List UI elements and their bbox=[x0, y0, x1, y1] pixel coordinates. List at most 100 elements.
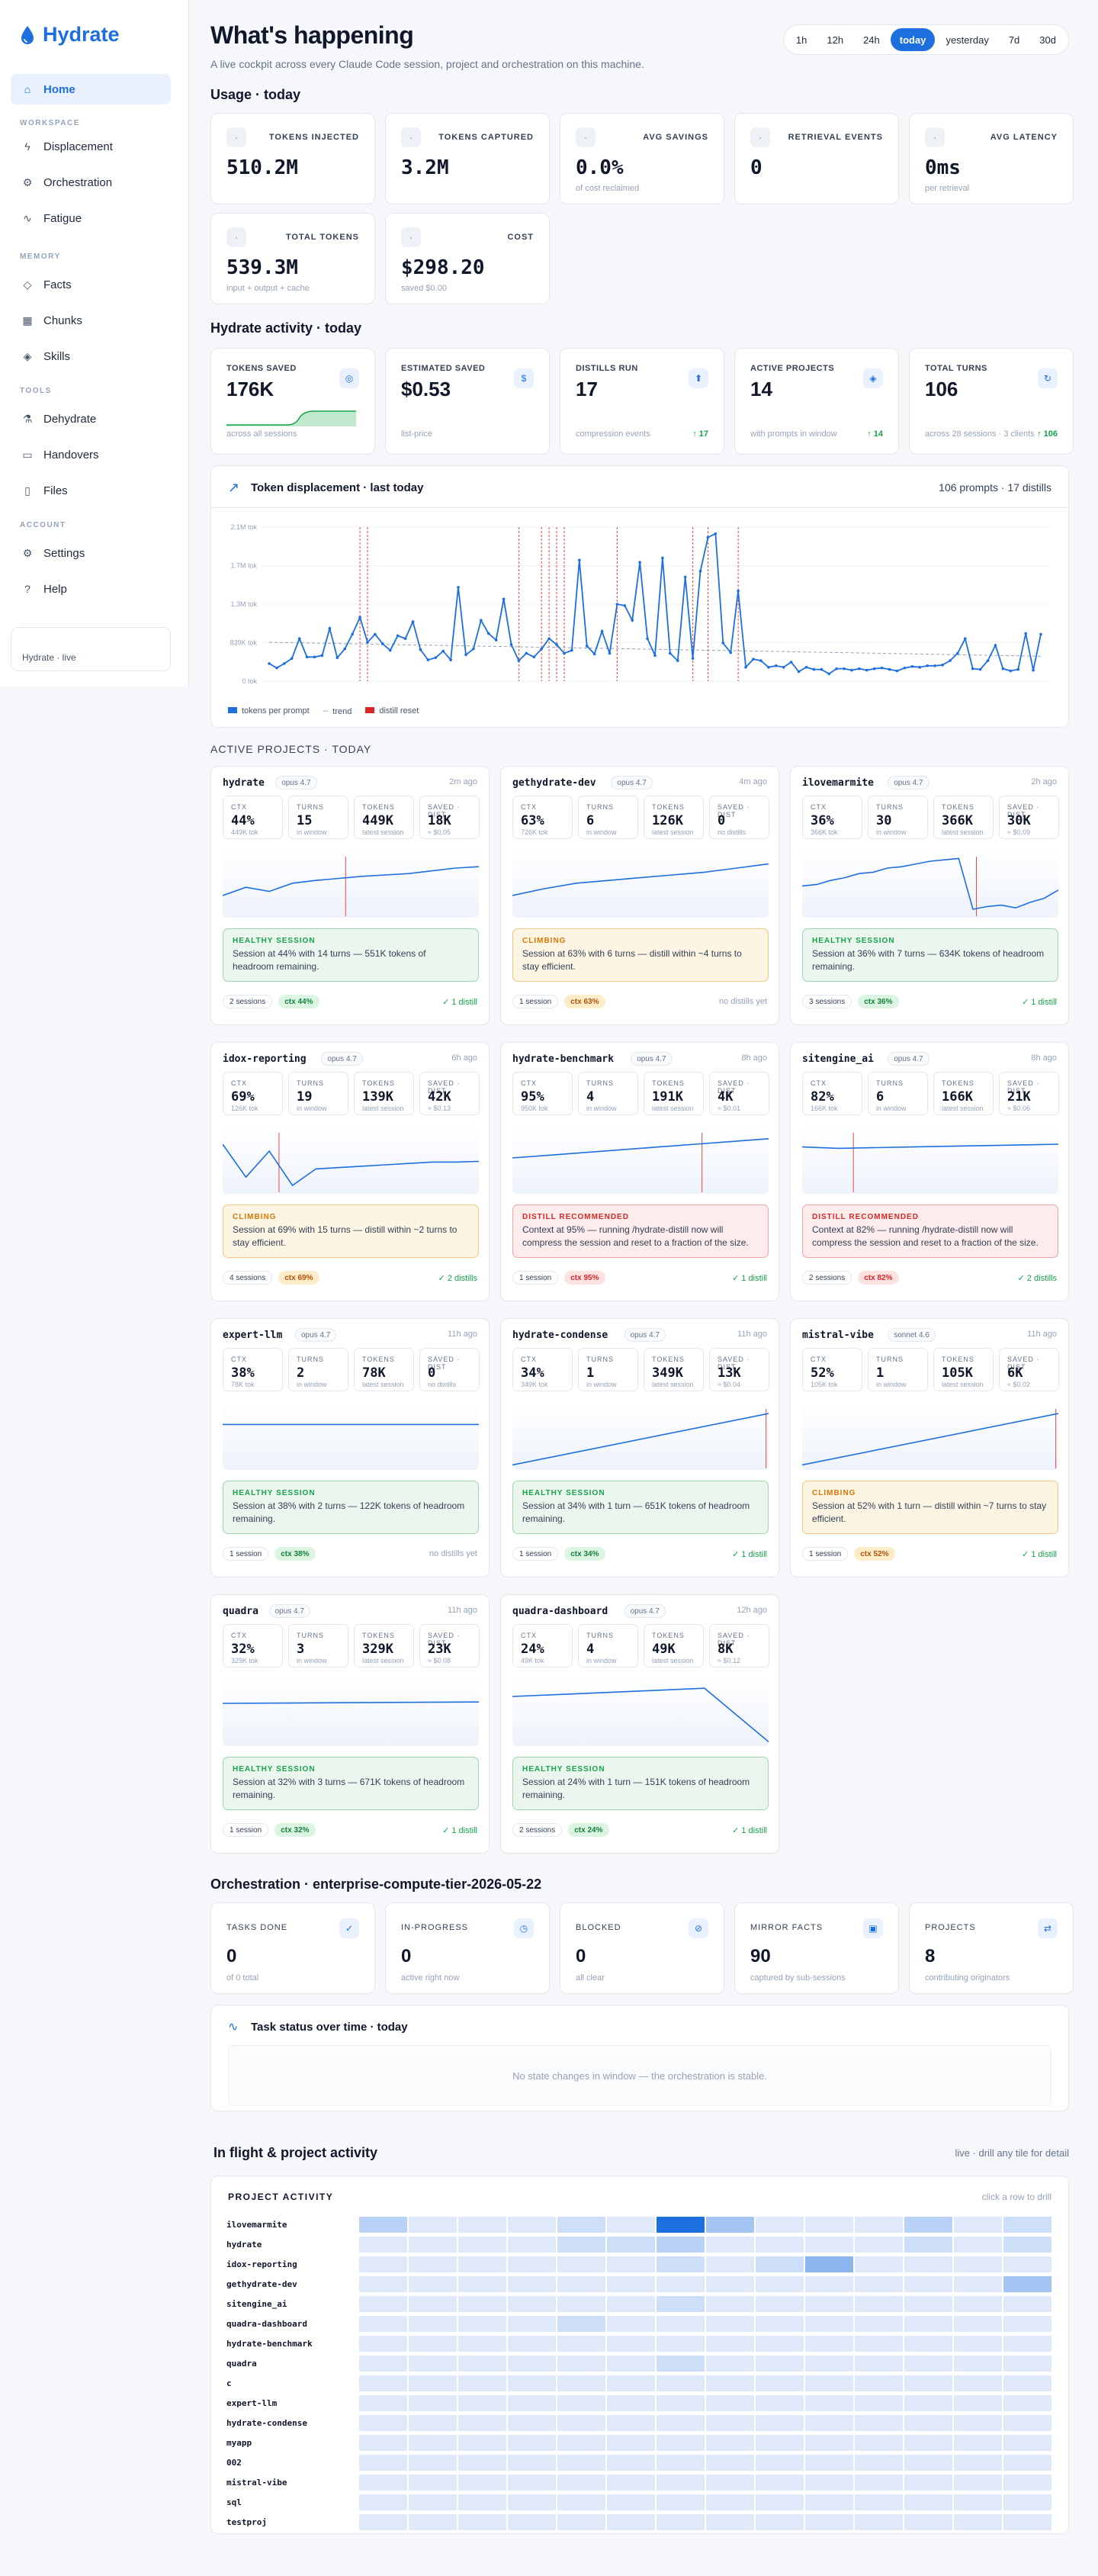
heatmap-cell[interactable] bbox=[805, 2296, 853, 2312]
heatmap-cell[interactable] bbox=[706, 2276, 754, 2292]
project-card[interactable]: quadra-dashboard opus 4.7 12h ago CTX 24% 49K… bbox=[500, 1594, 779, 1854]
heatmap-cell[interactable] bbox=[1003, 2395, 1051, 2411]
nav-chunks[interactable]: ▦ Chunks bbox=[11, 305, 171, 336]
heatmap-cell[interactable] bbox=[855, 2494, 903, 2510]
heatmap-cell[interactable] bbox=[458, 2237, 506, 2253]
heatmap-cell[interactable] bbox=[657, 2395, 705, 2411]
heatmap-cell[interactable] bbox=[557, 2435, 605, 2451]
heatmap-row-label[interactable]: sitengine_ai bbox=[226, 2299, 287, 2309]
heatmap-cell[interactable] bbox=[954, 2217, 1002, 2233]
activity-card[interactable]: ACTIVE PROJECTS 14 ◈ with prompts in window… bbox=[734, 348, 899, 455]
heatmap-cell[interactable] bbox=[557, 2296, 605, 2312]
heatmap-cell[interactable] bbox=[904, 2276, 952, 2292]
heatmap-cell[interactable] bbox=[904, 2395, 952, 2411]
heatmap-cell[interactable] bbox=[359, 2514, 407, 2530]
heatmap-cell[interactable] bbox=[756, 2494, 804, 2510]
heatmap-cell[interactable] bbox=[904, 2256, 952, 2272]
heatmap-cell[interactable] bbox=[855, 2336, 903, 2352]
heatmap-cell[interactable] bbox=[756, 2217, 804, 2233]
heatmap-cell[interactable] bbox=[458, 2276, 506, 2292]
heatmap-cell[interactable] bbox=[657, 2435, 705, 2451]
heatmap-cell[interactable] bbox=[508, 2415, 556, 2431]
heatmap-cell[interactable] bbox=[954, 2435, 1002, 2451]
heatmap-cell[interactable] bbox=[706, 2494, 754, 2510]
heatmap-cell[interactable] bbox=[409, 2395, 457, 2411]
project-card[interactable]: gethydrate-dev opus 4.7 4m ago CTX 63% 726K t… bbox=[500, 766, 779, 1025]
sessions-chip[interactable]: 1 session bbox=[512, 995, 559, 1008]
range-30d[interactable]: 30d bbox=[1039, 34, 1056, 46]
heatmap-cell[interactable] bbox=[657, 2494, 705, 2510]
heatmap-cell[interactable] bbox=[1003, 2217, 1051, 2233]
usage-card[interactable]: · RETRIEVAL EVENTS 0 bbox=[734, 113, 899, 204]
heatmap-cell[interactable] bbox=[756, 2336, 804, 2352]
heatmap-cell[interactable] bbox=[409, 2514, 457, 2530]
heatmap-cell[interactable] bbox=[706, 2316, 754, 2332]
heatmap-cell[interactable] bbox=[1003, 2514, 1051, 2530]
heatmap-row-label[interactable]: expert-llm bbox=[226, 2398, 278, 2408]
heatmap-cell[interactable] bbox=[657, 2455, 705, 2471]
heatmap-cell[interactable] bbox=[706, 2375, 754, 2391]
heatmap-cell[interactable] bbox=[954, 2514, 1002, 2530]
heatmap-row-label[interactable]: quadra bbox=[226, 2359, 257, 2369]
heatmap-cell[interactable] bbox=[359, 2296, 407, 2312]
heatmap-cell[interactable] bbox=[359, 2217, 407, 2233]
heatmap-row-label[interactable]: ilovemarmite bbox=[226, 2220, 287, 2230]
heatmap-cell[interactable] bbox=[458, 2217, 506, 2233]
heatmap-cell[interactable] bbox=[954, 2494, 1002, 2510]
heatmap-cell[interactable] bbox=[557, 2475, 605, 2491]
orchestration-card[interactable]: TASKS DONE ✓ 0 of 0 total bbox=[210, 1902, 375, 1994]
range-12h[interactable]: 12h bbox=[827, 34, 844, 46]
heatmap-cell[interactable] bbox=[359, 2395, 407, 2411]
project-card[interactable]: quadra opus 4.7 11h ago CTX 32% 329K tok TURNS… bbox=[210, 1594, 490, 1854]
heatmap-cell[interactable] bbox=[1003, 2276, 1051, 2292]
heatmap-cell[interactable] bbox=[359, 2494, 407, 2510]
heatmap-cell[interactable] bbox=[954, 2415, 1002, 2431]
heatmap-cell[interactable] bbox=[557, 2395, 605, 2411]
heatmap-cell[interactable] bbox=[954, 2256, 1002, 2272]
heatmap-cell[interactable] bbox=[458, 2475, 506, 2491]
heatmap-cell[interactable] bbox=[508, 2455, 556, 2471]
nav-help[interactable]: ? Help bbox=[11, 574, 171, 604]
heatmap-cell[interactable] bbox=[954, 2336, 1002, 2352]
heatmap-cell[interactable] bbox=[508, 2217, 556, 2233]
heatmap-row-label[interactable]: hydrate-benchmark bbox=[226, 2339, 313, 2349]
heatmap-cell[interactable] bbox=[954, 2237, 1002, 2253]
heatmap-cell[interactable] bbox=[458, 2395, 506, 2411]
heatmap-row-label[interactable]: quadra-dashboard bbox=[226, 2319, 307, 2329]
heatmap-cell[interactable] bbox=[458, 2336, 506, 2352]
heatmap-cell[interactable] bbox=[706, 2256, 754, 2272]
heatmap-cell[interactable] bbox=[607, 2356, 655, 2372]
orchestration-card[interactable]: BLOCKED ⊘ 0 all clear bbox=[560, 1902, 724, 1994]
heatmap-cell[interactable] bbox=[756, 2514, 804, 2530]
heatmap-cell[interactable] bbox=[508, 2356, 556, 2372]
heatmap-cell[interactable] bbox=[607, 2237, 655, 2253]
heatmap-row-label[interactable]: myapp bbox=[226, 2438, 252, 2448]
heatmap-cell[interactable] bbox=[657, 2336, 705, 2352]
heatmap-cell[interactable] bbox=[508, 2514, 556, 2530]
heatmap-cell[interactable] bbox=[557, 2276, 605, 2292]
heatmap-row-label[interactable]: 002 bbox=[226, 2458, 242, 2468]
heatmap-cell[interactable] bbox=[904, 2316, 952, 2332]
heatmap-cell[interactable] bbox=[756, 2256, 804, 2272]
heatmap-cell[interactable] bbox=[508, 2237, 556, 2253]
nav-skills[interactable]: ◈ Skills bbox=[11, 341, 171, 371]
heatmap-cell[interactable] bbox=[359, 2455, 407, 2471]
heatmap-cell[interactable] bbox=[607, 2316, 655, 2332]
heatmap-cell[interactable] bbox=[706, 2237, 754, 2253]
heatmap-cell[interactable] bbox=[409, 2296, 457, 2312]
heatmap-cell[interactable] bbox=[756, 2276, 804, 2292]
heatmap-cell[interactable] bbox=[508, 2435, 556, 2451]
heatmap-cell[interactable] bbox=[904, 2514, 952, 2530]
heatmap-cell[interactable] bbox=[805, 2475, 853, 2491]
heatmap-cell[interactable] bbox=[458, 2415, 506, 2431]
heatmap-cell[interactable] bbox=[855, 2316, 903, 2332]
heatmap-cell[interactable] bbox=[805, 2395, 853, 2411]
heatmap-row-label[interactable]: c bbox=[226, 2378, 232, 2388]
heatmap-cell[interactable] bbox=[359, 2316, 407, 2332]
heatmap-cell[interactable] bbox=[1003, 2475, 1051, 2491]
heatmap-cell[interactable] bbox=[359, 2276, 407, 2292]
orchestration-card[interactable]: IN-PROGRESS ◷ 0 active right now bbox=[385, 1902, 550, 1994]
heatmap-cell[interactable] bbox=[607, 2256, 655, 2272]
heatmap-cell[interactable] bbox=[557, 2375, 605, 2391]
heatmap-cell[interactable] bbox=[458, 2356, 506, 2372]
